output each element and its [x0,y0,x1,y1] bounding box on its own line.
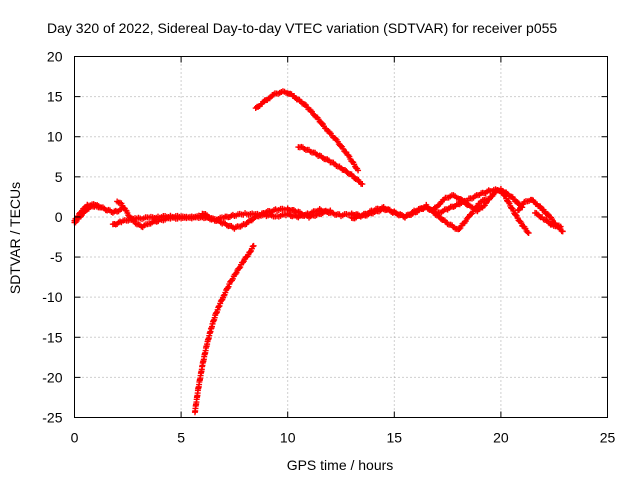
series-arc-11 [252,88,362,174]
data-point [524,229,531,236]
y-tick-label: -25 [42,410,62,426]
y-tick-label: 15 [47,89,63,105]
series-arc-5 [199,205,334,232]
x-tick-label: 20 [493,430,509,446]
y-tick-label: 0 [55,209,63,225]
x-tick-label: 10 [280,430,296,446]
grid [74,56,608,418]
data-point [338,142,344,149]
y-tick-label: -20 [42,369,62,385]
y-tick-label: 5 [55,169,63,185]
data-points [71,88,566,416]
data-point [318,120,325,127]
data-point [247,248,254,255]
data-point [250,242,257,249]
x-tick-label: 15 [387,430,403,446]
data-point [270,91,277,98]
data-point [97,204,104,211]
x-tick-label: 25 [600,430,616,446]
data-point [220,292,227,299]
data-point [518,220,525,227]
data-point [456,225,463,232]
y-tick-label: 10 [47,129,63,145]
data-point [82,204,89,211]
y-tick-label: -10 [42,289,62,305]
y-axis-label: SDTVAR / TECUs [7,182,23,294]
data-point [557,223,564,230]
plot-frame [74,56,608,418]
axis-ticks: 0 5 10 15 20 25 -25 -20 -15 -10 -5 0 5 10 15 20 [42,49,615,446]
data-point [525,229,532,236]
data-point [486,196,493,203]
chart-title: Day 320 of 2022, Sidereal Day-to-day VTE… [47,20,557,36]
data-point [239,259,246,266]
series-arc-10 [191,242,257,416]
data-point [559,228,566,235]
data-point [514,199,521,206]
data-point [512,212,519,219]
data-point [327,207,334,214]
data-point [501,192,508,199]
x-tick-label: 0 [71,430,79,446]
data-point [359,181,366,188]
y-tick-label: 20 [47,49,63,65]
data-point [236,265,243,272]
x-tick-label: 5 [177,430,185,446]
series-arc-9 [532,209,564,230]
y-tick-label: -5 [50,249,63,265]
series-arc-7 [429,187,532,236]
series-arc-8 [514,196,566,235]
series-arc-12 [295,143,366,188]
data-point [355,167,362,174]
x-axis-label: GPS time / hours [287,457,394,473]
y-tick-label: -15 [42,329,62,345]
